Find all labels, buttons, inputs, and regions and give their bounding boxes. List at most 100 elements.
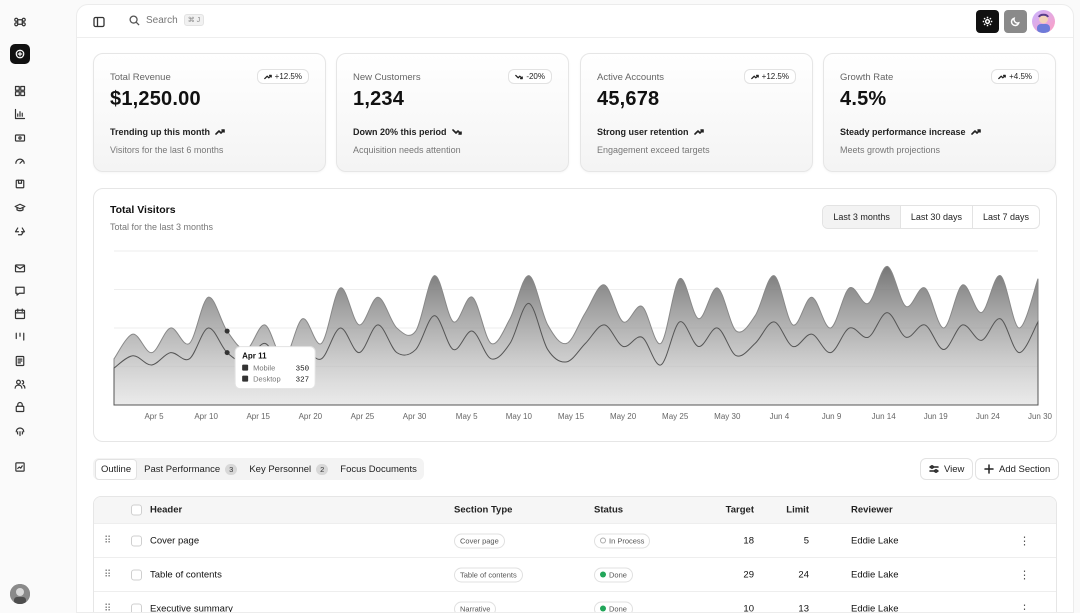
kpi-label: New Customers — [353, 72, 421, 83]
tooltip-series-value: 350 — [296, 366, 310, 374]
drag-handle-icon[interactable]: ⠿ — [104, 603, 111, 613]
billing-icon[interactable] — [12, 130, 28, 146]
top-bar: Search ⌘ J — [77, 5, 1073, 38]
trend-down-icon — [515, 74, 524, 79]
drag-handle-icon[interactable]: ⠿ — [104, 535, 111, 546]
tab-focus-documents[interactable]: Focus Documents — [340, 463, 417, 475]
x-tick-label: Apr 10 — [194, 412, 218, 421]
x-tick-label: Jun 24 — [976, 412, 1001, 421]
tab-key-personnel[interactable]: Key Personnel 2 — [244, 460, 333, 479]
col-limit[interactable]: Limit — [786, 504, 809, 516]
x-tick-label: May 10 — [506, 412, 533, 421]
more-icon[interactable]: ⋮ — [1019, 603, 1030, 613]
add-section-button[interactable]: Add Section — [975, 458, 1060, 480]
quick-create-icon[interactable] — [10, 44, 30, 64]
col-section-type[interactable]: Section Type — [454, 504, 513, 516]
row-checkbox[interactable] — [131, 569, 142, 580]
kpi-badge: +12.5% — [256, 69, 309, 84]
row-target[interactable]: 29 — [743, 569, 754, 580]
kpi-value: 1,234 — [353, 88, 405, 110]
col-header[interactable]: Header — [150, 504, 183, 516]
report-icon[interactable] — [12, 459, 28, 475]
view-button[interactable]: View — [920, 458, 974, 480]
kpi-card-growth-rate: Growth Rate 4.5% +4.5% Steady performanc… — [823, 53, 1056, 172]
settings-button[interactable] — [976, 10, 999, 33]
document-icon[interactable] — [12, 353, 28, 369]
kpi-label: Active Accounts — [597, 72, 665, 83]
user-avatar[interactable] — [10, 584, 30, 604]
dashboard-icon[interactable] — [12, 83, 28, 99]
row-checkbox[interactable] — [131, 535, 142, 546]
hover-point-mobile — [224, 328, 230, 334]
main-panel: Search ⌘ J Total Revenue $1,250.00 +12.5… — [76, 4, 1074, 613]
kpi-sub: Engagement exceed targets — [597, 145, 710, 155]
table-header-row: Header Section Type Status Target Limit … — [94, 497, 1056, 524]
row-limit[interactable]: 13 — [798, 603, 809, 613]
tab-count: 3 — [225, 463, 238, 475]
analytics-icon[interactable] — [12, 106, 28, 122]
theme-toggle-button[interactable] — [1004, 10, 1027, 33]
graduation-icon[interactable] — [12, 200, 28, 216]
select-all-checkbox[interactable] — [131, 504, 142, 516]
x-tick-label: May 15 — [558, 412, 585, 421]
x-tick-label: Jun 14 — [872, 412, 897, 421]
recycle-icon[interactable] — [12, 223, 28, 239]
kpi-label: Growth Rate — [840, 72, 894, 83]
row-target[interactable]: 18 — [743, 535, 754, 546]
x-tick-label: Jun 30 — [1028, 412, 1053, 421]
kpi-value: 45,678 — [597, 88, 660, 110]
kpi-trend: Down 20% this period — [353, 127, 462, 137]
users-icon[interactable] — [12, 376, 28, 392]
sidebar-toggle-icon[interactable] — [93, 15, 105, 28]
row-checkbox[interactable] — [131, 603, 142, 612]
chat-icon[interactable] — [12, 283, 28, 299]
tab-outline[interactable]: Outline — [95, 458, 138, 480]
hover-point-desktop — [224, 350, 230, 356]
lock-icon[interactable] — [12, 399, 28, 415]
kpi-sub: Acquisition needs attention — [353, 145, 461, 155]
kanban-icon[interactable] — [12, 329, 28, 345]
row-limit[interactable]: 24 — [798, 569, 809, 580]
x-tick-label: Jun 9 — [822, 412, 842, 421]
trend-up-icon — [998, 74, 1006, 79]
col-reviewer[interactable]: Reviewer — [851, 504, 893, 516]
kpi-value: $1,250.00 — [110, 88, 201, 110]
col-target[interactable]: Target — [725, 504, 754, 516]
search-icon — [129, 14, 140, 26]
section-type-badge: Narrative — [454, 601, 497, 612]
chart-title: Total Visitors — [110, 204, 176, 216]
range-selector: Last 3 months Last 30 days Last 7 days — [822, 205, 1040, 229]
tooltip-series-name: Mobile — [253, 364, 275, 373]
drag-handle-icon[interactable]: ⠿ — [104, 569, 111, 580]
kpi-badge: +12.5% — [743, 69, 796, 84]
fingerprint-icon[interactable] — [12, 423, 28, 439]
gauge-icon[interactable] — [12, 153, 28, 169]
range-last-30-days[interactable]: Last 30 days — [901, 206, 973, 228]
more-icon[interactable]: ⋮ — [1019, 569, 1030, 581]
command-icon[interactable] — [12, 14, 28, 30]
kpi-label: Total Revenue — [110, 72, 171, 83]
gear-icon — [982, 16, 993, 27]
more-icon[interactable]: ⋮ — [1019, 535, 1030, 547]
row-target[interactable]: 10 — [743, 603, 754, 613]
search-bar[interactable]: Search ⌘ J — [129, 14, 205, 26]
profile-avatar[interactable] — [1032, 10, 1055, 33]
sidebar-rail — [0, 0, 40, 613]
calendar-icon[interactable] — [12, 306, 28, 322]
status-badge: Done — [594, 601, 633, 612]
range-last-7-days[interactable]: Last 7 days — [982, 212, 1029, 222]
trend-up-icon — [693, 129, 704, 135]
table-row: ⠿ Cover page Cover page In Process 18 5 … — [94, 524, 1056, 558]
range-last-3-months[interactable]: Last 3 months — [823, 206, 901, 228]
package-icon[interactable] — [12, 176, 28, 192]
mail-icon[interactable] — [12, 260, 28, 276]
col-status[interactable]: Status — [594, 504, 624, 516]
done-icon — [600, 605, 606, 612]
tab-past-performance[interactable]: Past Performance 3 — [139, 460, 242, 479]
x-tick-label: May 30 — [714, 412, 741, 421]
search-shortcut: ⌘ J — [183, 14, 205, 26]
search-placeholder: Search — [146, 14, 178, 26]
section-type-badge: Cover page — [454, 533, 505, 548]
x-tick-label: May 25 — [662, 412, 689, 421]
row-limit[interactable]: 5 — [803, 535, 809, 546]
